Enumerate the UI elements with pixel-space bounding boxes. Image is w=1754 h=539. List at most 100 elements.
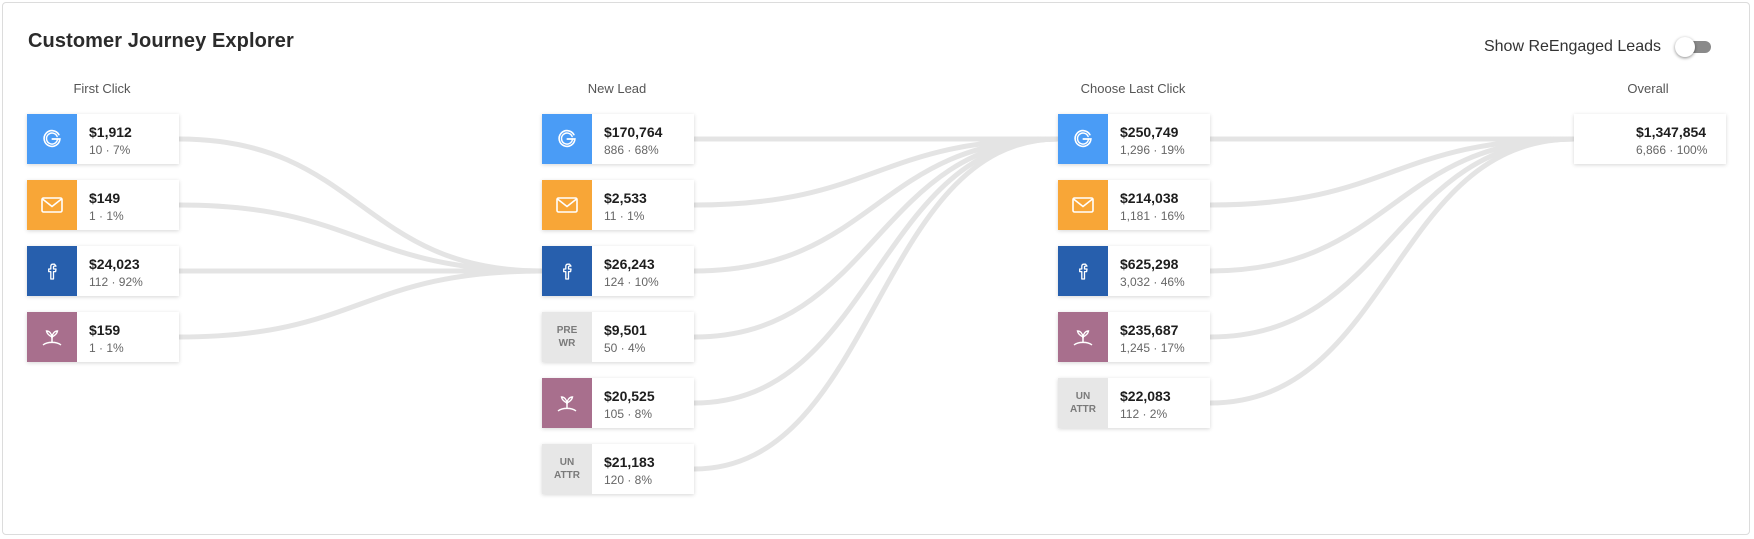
card-meta: 50 · 4%: [604, 341, 646, 355]
card-amount: $20,525: [604, 388, 655, 404]
card-meta: 1,296 · 19%: [1120, 143, 1185, 157]
card-meta: 1 · 1%: [89, 209, 124, 223]
card-meta: 10 · 7%: [89, 143, 131, 157]
channel-abbrev-tile: PRE WR: [542, 312, 592, 362]
card-amount: $21,183: [604, 454, 655, 470]
toggle-knob[interactable]: [1675, 37, 1695, 57]
card-info: $2,533 11 · 1%: [592, 180, 647, 230]
card-info: $159 1 · 1%: [77, 312, 124, 362]
channel-card[interactable]: $170,764 886 · 68%: [542, 114, 694, 164]
email-icon: [542, 180, 592, 230]
flow-path: [1207, 136, 1577, 208]
card-meta: 124 · 10%: [604, 275, 659, 289]
card-meta: 1,181 · 16%: [1120, 209, 1185, 223]
channel-card[interactable]: $250,749 1,296 · 19%: [1058, 114, 1210, 164]
card-amount: $1,912: [89, 124, 132, 140]
channel-card[interactable]: $1,912 10 · 7%: [27, 114, 179, 164]
card-amount: $22,083: [1120, 388, 1171, 404]
channel-abbrev-tile: UN ATTR: [542, 444, 592, 494]
card-amount: $170,764: [604, 124, 663, 140]
email-icon: [1058, 180, 1108, 230]
card-info: $214,038 1,181 · 16%: [1108, 180, 1185, 230]
card-info: $20,525 105 · 8%: [592, 378, 655, 428]
card-info: $250,749 1,296 · 19%: [1108, 114, 1185, 164]
card-meta: 105 · 8%: [604, 407, 653, 421]
plant-icon: [1058, 312, 1108, 362]
card-amount: $9,501: [604, 322, 647, 338]
flow-path: [691, 136, 1061, 274]
channel-card[interactable]: UN ATTR $22,083 112 · 2%: [1058, 378, 1210, 428]
card-info: $170,764 886 · 68%: [592, 114, 662, 164]
channel-card[interactable]: $26,243 124 · 10%: [542, 246, 694, 296]
channel-card[interactable]: $214,038 1,181 · 16%: [1058, 180, 1210, 230]
flow-path: [176, 202, 545, 274]
card-info: $1,912 10 · 7%: [77, 114, 132, 164]
flow-path: [691, 136, 1061, 208]
column-header-0: First Click: [73, 81, 131, 96]
channel-abbrev: UN ATTR: [547, 456, 587, 482]
card-meta: 6,866 · 100%: [1636, 143, 1708, 157]
column-header-3: Overall: [1627, 81, 1669, 96]
card-meta: 120 · 8%: [604, 473, 653, 487]
card-info: $235,687 1,245 · 17%: [1108, 312, 1185, 362]
column-header-2: Choose Last Click: [1080, 81, 1186, 96]
card-meta: 886 · 68%: [604, 143, 659, 157]
channel-card[interactable]: UN ATTR $21,183 120 · 8%: [542, 444, 694, 494]
channel-abbrev-line2: WR: [558, 338, 576, 349]
channel-card[interactable]: $24,023 112 · 92%: [27, 246, 179, 296]
card-amount: $235,687: [1120, 322, 1179, 338]
channel-abbrev-line2: ATTR: [554, 470, 580, 481]
channel-abbrev: UN ATTR: [1063, 390, 1103, 416]
card-info: $625,298 3,032 · 46%: [1108, 246, 1185, 296]
flow-path: [176, 136, 545, 274]
card-meta: 1 · 1%: [89, 341, 124, 355]
channel-abbrev: PRE WR: [547, 324, 587, 350]
google-icon: [27, 114, 77, 164]
channel-card[interactable]: PRE WR $9,501 50 · 4%: [542, 312, 694, 362]
channel-card[interactable]: $149 1 · 1%: [27, 180, 179, 230]
channel-card[interactable]: $625,298 3,032 · 46%: [1058, 246, 1210, 296]
email-icon: [27, 180, 77, 230]
flow-path: [176, 268, 545, 340]
card-info: $21,183 120 · 8%: [592, 444, 655, 494]
column-header-1: New Lead: [587, 81, 647, 96]
card-amount: $26,243: [604, 256, 655, 272]
card-info: $9,501 50 · 4%: [592, 312, 647, 362]
google-icon: [542, 114, 592, 164]
channel-card[interactable]: $1,347,854 6,866 · 100%: [1574, 114, 1726, 164]
card-amount: $250,749: [1120, 124, 1179, 140]
channel-abbrev-line1: PRE: [556, 325, 578, 336]
flow-path: [1207, 136, 1577, 406]
channel-card[interactable]: $159 1 · 1%: [27, 312, 179, 362]
flow-path: [691, 136, 1061, 406]
card-amount: $2,533: [604, 190, 647, 206]
channel-abbrev-line2: ATTR: [1070, 404, 1096, 415]
channel-card[interactable]: $20,525 105 · 8%: [542, 378, 694, 428]
card-info: $24,023 112 · 92%: [77, 246, 143, 296]
flow-path: [691, 136, 1061, 340]
card-meta: 112 · 2%: [1120, 407, 1168, 421]
card-info: $1,347,854 6,866 · 100%: [1574, 114, 1707, 164]
card-meta: 11 · 1%: [604, 209, 645, 223]
reengaged-toggle-group: Show ReEngaged Leads: [1484, 37, 1713, 57]
card-info: $22,083 112 · 2%: [1108, 378, 1171, 428]
flow-path: [691, 136, 1061, 472]
google-icon: [1058, 114, 1108, 164]
flow-path: [1207, 136, 1577, 340]
card-meta: 3,032 · 46%: [1120, 275, 1185, 289]
channel-card[interactable]: $235,687 1,245 · 17%: [1058, 312, 1210, 362]
card-amount: $625,298: [1120, 256, 1179, 272]
card-info: $26,243 124 · 10%: [592, 246, 659, 296]
card-amount: $214,038: [1120, 190, 1179, 206]
card-amount: $159: [89, 322, 121, 338]
facebook-icon: [1058, 246, 1108, 296]
plant-icon: [27, 312, 77, 362]
card-amount: $1,347,854: [1636, 124, 1707, 140]
facebook-icon: [27, 246, 77, 296]
page-title: Customer Journey Explorer: [28, 30, 294, 52]
reengaged-toggle-label: Show ReEngaged Leads: [1483, 38, 1661, 55]
channel-card[interactable]: $2,533 11 · 1%: [542, 180, 694, 230]
reengaged-toggle-switch[interactable]: [1675, 37, 1713, 57]
card-info: $149 1 · 1%: [77, 180, 124, 230]
